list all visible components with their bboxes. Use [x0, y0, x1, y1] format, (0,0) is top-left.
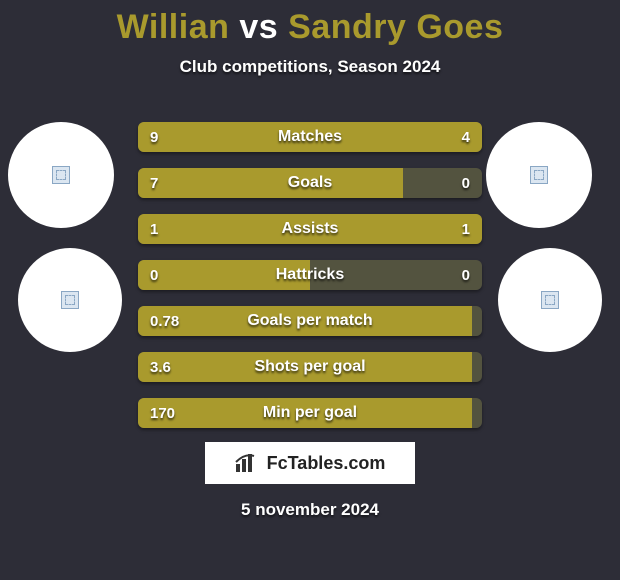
stat-label: Goals per match — [138, 306, 482, 336]
image-placeholder-icon — [61, 291, 79, 309]
stat-label: Min per goal — [138, 398, 482, 428]
page-title: Willian vs Sandry Goes — [0, 0, 620, 47]
stat-label: Goals — [138, 168, 482, 198]
image-placeholder-icon — [530, 166, 548, 184]
image-placeholder-icon — [52, 166, 70, 184]
avatar-player1-club — [8, 122, 114, 228]
date-label: 5 november 2024 — [0, 500, 620, 520]
stat-row: 170Min per goal — [138, 398, 482, 428]
stat-label: Assists — [138, 214, 482, 244]
stat-row: 94Matches — [138, 122, 482, 152]
comparison-bars: 94Matches 70Goals 11Assists 00Hattricks 0.78… — [138, 122, 482, 444]
title-vs: vs — [239, 8, 278, 46]
image-placeholder-icon — [541, 291, 559, 309]
bar-chart-icon — [235, 452, 261, 474]
brand-text: FcTables.com — [267, 453, 386, 474]
stat-row: 00Hattricks — [138, 260, 482, 290]
stat-row: 70Goals — [138, 168, 482, 198]
stat-label: Matches — [138, 122, 482, 152]
brand-box: FcTables.com — [205, 442, 415, 484]
stat-label: Hattricks — [138, 260, 482, 290]
stat-label: Shots per goal — [138, 352, 482, 382]
title-player2: Sandry Goes — [288, 8, 503, 46]
stat-row: 0.78Goals per match — [138, 306, 482, 336]
avatar-player2 — [498, 248, 602, 352]
avatar-player1 — [18, 248, 122, 352]
subtitle: Club competitions, Season 2024 — [0, 57, 620, 77]
stat-row: 11Assists — [138, 214, 482, 244]
avatar-player2-club — [486, 122, 592, 228]
stat-row: 3.6Shots per goal — [138, 352, 482, 382]
title-player1: Willian — [117, 8, 230, 46]
